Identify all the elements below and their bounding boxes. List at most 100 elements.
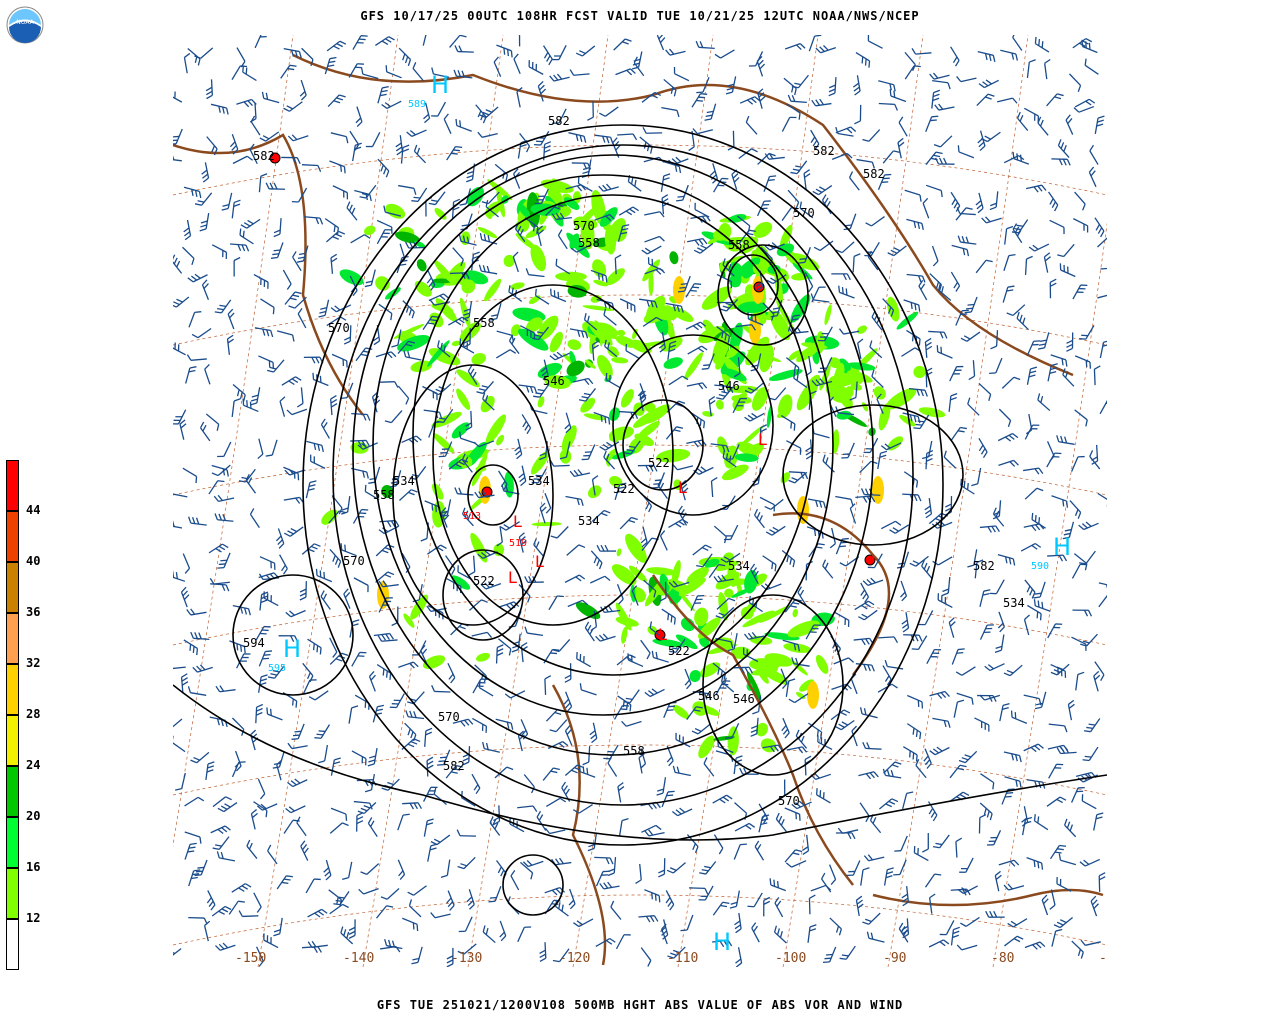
wind-barb [1100,267,1107,270]
wind-barb [641,245,662,255]
wind-barb [1026,59,1036,79]
wind-barb [549,73,570,82]
wind-barb [887,245,907,257]
vorticity-patch [760,667,790,685]
wind-barb [911,48,932,55]
wind-barb [397,385,410,405]
vorticity-patch [918,407,946,418]
wind-barb [817,326,833,342]
vorticity-patch [742,610,775,628]
vorticity-patch [727,726,739,756]
wind-barb [685,283,702,298]
wind-barb [552,45,567,61]
vorticity-patch [776,410,790,418]
wind-barb [465,410,473,431]
vorticity-patch [518,328,549,351]
vorticity-patch [680,617,695,632]
wind-barb [1023,467,1044,475]
wind-barb [998,459,1019,467]
wind-barb [882,298,895,317]
wind-barb [852,75,861,96]
meridian-line [887,35,1029,967]
wind-barb [692,544,712,556]
wind-barb [276,330,295,342]
vorticity-patch [652,638,685,648]
wind-barb [1078,521,1099,531]
wind-barb [517,140,528,159]
wind-barb [324,56,337,75]
wind-barb [691,93,708,108]
wind-barb [443,113,452,134]
wind-barb [229,243,250,252]
wind-barb [1049,278,1057,299]
wind-barb [291,187,308,203]
wind-barb [581,444,596,461]
wind-barb [375,351,397,359]
wind-barb [695,40,715,50]
vorticity-patch [583,413,606,421]
wind-barb [453,69,473,79]
wind-barb [960,331,981,342]
wind-barb [182,246,195,266]
wind-barb [744,382,764,394]
wind-barb [330,132,349,144]
wind-barb [590,269,608,283]
wind-barb [704,103,717,121]
wind-barb [402,300,415,319]
wind-barb [1024,255,1033,275]
wind-barb [764,498,784,510]
vorticity-patch [670,306,694,323]
wind-barb [227,308,235,330]
wind-barb [431,101,447,117]
vorticity-patch [734,453,759,462]
wind-barb [852,253,861,273]
center-value: 513 [463,511,481,522]
contour-label: 570 [778,794,800,808]
wind-barb [738,148,758,160]
wind-barb [306,440,324,453]
wind-barb [763,175,777,192]
wind-barb [613,38,632,51]
vorticity-patch [699,636,710,648]
vorticity-patch [585,359,596,369]
wind-barb [1028,243,1050,252]
colorbar-swatch [6,511,19,562]
wind-barb [603,450,616,470]
wind-barb [639,390,647,411]
vorticity-patch [321,509,338,525]
vorticity-patch [620,389,634,408]
wind-barb [331,353,348,368]
wind-barb [950,426,968,441]
vorticity-patch [713,228,730,241]
wind-barb [569,328,589,339]
wind-barb [422,35,428,46]
wind-barb [668,375,689,386]
contour-label: 570 [793,206,815,220]
wind-barb [878,80,896,92]
wind-barb [637,464,658,472]
wind-barb [908,387,928,397]
vorticity-patch [566,360,585,377]
coastline [872,888,1104,907]
wind-barb [427,544,447,555]
wind-barb [1046,452,1062,468]
colorbar-label: 20 [26,809,41,823]
vorticity-patch [663,357,683,369]
wind-barb [642,316,663,327]
vorticity-patch [728,213,747,223]
vorticity-patch [587,219,598,229]
vorticity-patch [856,375,863,384]
vorticity-patch [828,357,841,369]
wind-barb [604,339,618,358]
wind-barb [614,254,622,275]
wind-barb [182,553,191,574]
wind-barb [266,359,285,373]
wind-barb [258,173,268,193]
wind-barb [514,438,523,460]
vorticity-patch [456,388,471,410]
wind-barb [975,192,984,214]
contour-label: 558 [728,238,750,252]
wind-barb [765,525,786,536]
wind-barb [880,442,902,451]
vorticity-patch [776,243,795,257]
